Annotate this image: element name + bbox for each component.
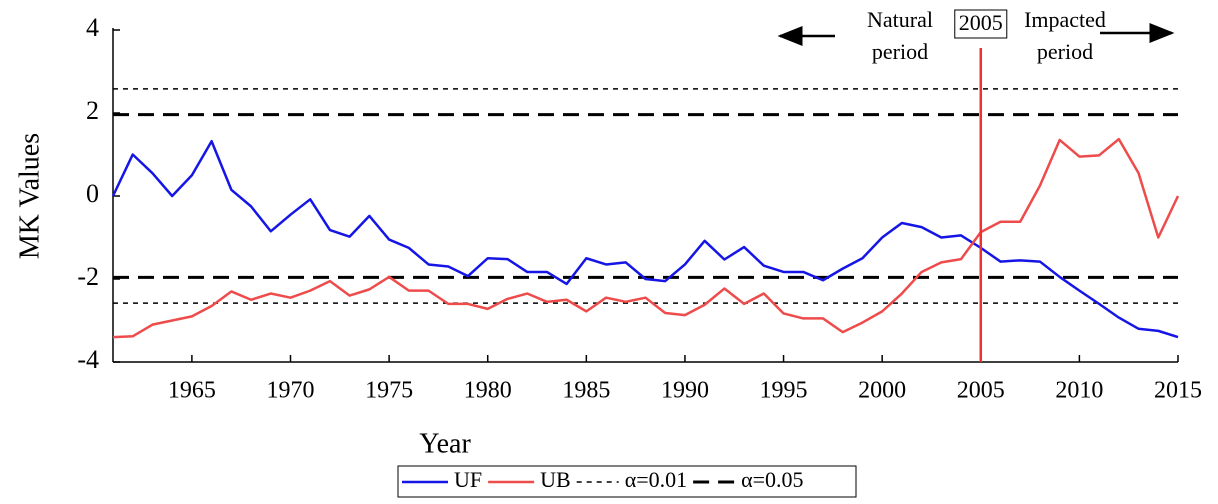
x-tick-label: 1980 <box>464 378 512 404</box>
series-line <box>112 137 1180 339</box>
series-line <box>111 139 1179 339</box>
event-label: 2005 <box>959 10 1003 35</box>
legend-label: α=0.05 <box>741 467 803 492</box>
x-tick-label: 1995 <box>760 378 808 404</box>
x-tick-label: 1975 <box>365 378 413 404</box>
legend-label: α=0.01 <box>625 467 687 492</box>
x-tick-label: 1990 <box>661 378 709 404</box>
x-tick-label: 2015 <box>1154 378 1202 404</box>
y-axis-title: MK Values <box>14 133 45 259</box>
legend-box <box>397 465 857 498</box>
y-tick-label: 0 <box>86 179 99 208</box>
x-tick-label: 2005 <box>957 378 1005 404</box>
x-tick-label: 2000 <box>858 378 906 404</box>
y-tick-label: -2 <box>77 262 99 291</box>
annotation: Natural <box>867 7 933 32</box>
annotation: period <box>1037 39 1093 64</box>
x-tick-label: 2010 <box>1055 378 1103 404</box>
y-tick-label: -4 <box>77 345 99 374</box>
legend-label: UB <box>540 467 571 492</box>
y-tick-label: 4 <box>86 13 99 42</box>
y-tick-label: 2 <box>86 96 99 125</box>
x-tick-label: 1965 <box>168 378 216 404</box>
annotation: Impacted <box>1024 7 1106 32</box>
event-label-box <box>954 9 1008 39</box>
x-tick-label: 1985 <box>562 378 610 404</box>
annotation: period <box>872 39 928 64</box>
legend: UF UB α=0.01 α=0.05 <box>397 465 857 498</box>
x-tick-label: 1970 <box>267 378 315 404</box>
legend-label: UF <box>454 467 482 492</box>
x-axis-title: Year <box>419 428 471 459</box>
